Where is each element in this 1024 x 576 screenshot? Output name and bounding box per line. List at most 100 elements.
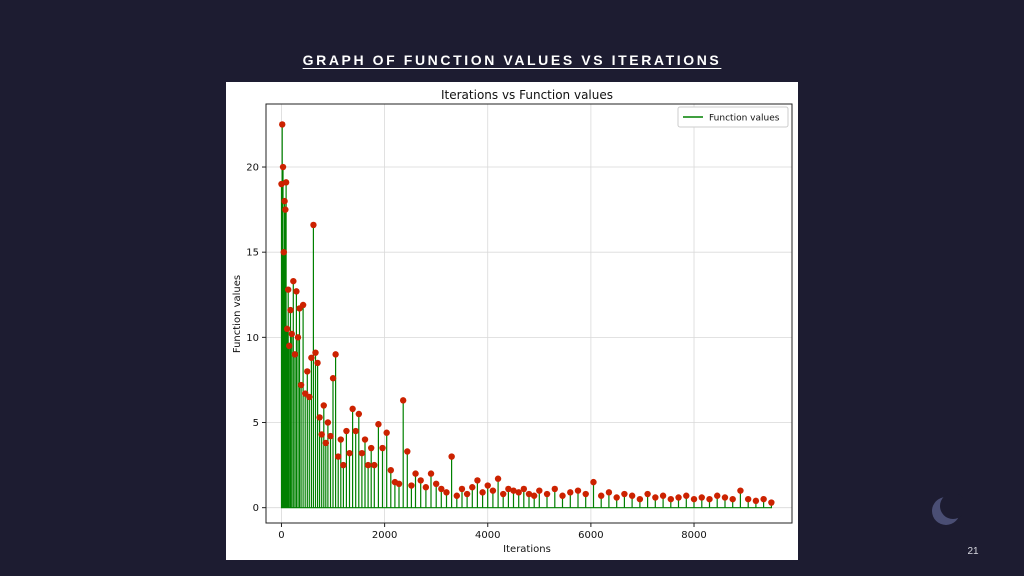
data-point <box>543 490 551 498</box>
data-point <box>294 334 302 341</box>
data-point <box>279 163 287 171</box>
data-point <box>605 489 613 496</box>
data-point <box>280 248 287 256</box>
chart-title: Iterations vs Function values <box>441 88 613 102</box>
data-point <box>448 453 455 460</box>
data-point <box>574 487 582 494</box>
series-line <box>280 124 772 509</box>
data-point <box>760 495 767 503</box>
y-tick-label: 5 <box>253 418 259 429</box>
data-point <box>652 494 659 501</box>
data-point <box>469 484 476 491</box>
data-point <box>453 492 461 499</box>
data-point <box>282 179 290 186</box>
data-point <box>590 478 597 486</box>
data-point <box>293 288 300 295</box>
data-point <box>489 487 497 494</box>
data-point <box>698 494 705 501</box>
data-point <box>306 393 313 401</box>
data-point <box>286 342 293 350</box>
data-point <box>299 301 307 309</box>
data-point <box>752 497 760 505</box>
data-point <box>355 410 363 418</box>
data-point <box>667 495 675 503</box>
series-markers <box>278 121 775 506</box>
data-point <box>281 197 288 205</box>
data-point <box>358 449 366 457</box>
data-point <box>379 444 386 452</box>
data-point <box>737 487 744 494</box>
data-point <box>432 480 440 488</box>
data-point <box>364 461 372 469</box>
data-point <box>675 494 682 501</box>
data-point <box>371 461 378 469</box>
y-axis-label: Function values <box>232 275 243 353</box>
data-point <box>308 354 315 361</box>
data-point <box>422 484 430 491</box>
data-point <box>297 381 305 389</box>
data-point <box>628 492 636 499</box>
data-point <box>659 492 667 499</box>
data-point <box>744 495 752 503</box>
data-point <box>567 489 574 496</box>
line-chart: 0 2000 4000 6000 8000 0 5 10 15 20 Iterations vs … <box>232 88 793 555</box>
x-tick-label: 0 <box>278 530 284 541</box>
data-point <box>322 439 330 447</box>
data-point <box>399 397 407 404</box>
data-point <box>582 490 589 498</box>
data-point <box>500 490 507 498</box>
y-tick-label: 0 <box>253 503 259 514</box>
data-point <box>324 419 332 426</box>
data-point <box>282 206 289 213</box>
data-point <box>279 121 286 128</box>
data-point <box>417 477 424 484</box>
legend-label: Function values <box>709 114 780 124</box>
data-point <box>291 351 299 358</box>
data-point <box>283 325 291 333</box>
data-point <box>510 487 517 494</box>
data-point <box>505 485 512 493</box>
y-tick-label: 10 <box>246 333 259 344</box>
x-tick-label: 2000 <box>372 530 397 541</box>
data-point <box>690 495 698 503</box>
data-point <box>346 449 353 457</box>
data-point <box>340 461 347 469</box>
data-point <box>515 489 522 496</box>
chart-panel: 0 2000 4000 6000 8000 0 5 10 15 20 Iterations vs … <box>226 82 798 560</box>
data-point <box>597 492 605 499</box>
data-point <box>714 492 721 499</box>
data-point <box>729 495 736 503</box>
data-point <box>337 436 344 443</box>
data-point <box>559 492 566 499</box>
data-point <box>551 485 558 493</box>
data-point <box>290 277 297 285</box>
data-point <box>312 349 319 356</box>
data-point <box>636 495 644 503</box>
moon-icon <box>932 494 963 525</box>
legend: Function values <box>677 106 789 128</box>
data-point <box>316 414 323 421</box>
data-point <box>494 475 502 482</box>
data-point <box>404 448 411 455</box>
data-point <box>463 490 471 498</box>
data-point <box>644 490 651 498</box>
data-point <box>387 466 394 474</box>
axis-ticks: 0 2000 4000 6000 8000 0 5 10 15 20 <box>246 163 706 541</box>
data-point <box>327 432 334 440</box>
legend-box <box>677 106 789 128</box>
data-point <box>474 477 481 484</box>
data-point <box>443 489 450 496</box>
x-axis-label: Iterations <box>503 544 551 555</box>
data-point <box>375 421 382 428</box>
data-point <box>536 487 543 494</box>
data-point <box>683 492 690 499</box>
data-point <box>458 485 466 493</box>
data-point <box>427 470 435 477</box>
data-point <box>349 405 356 413</box>
data-point <box>525 490 533 498</box>
data-point <box>288 330 295 338</box>
page-number: 21 <box>967 546 979 557</box>
y-tick-label: 20 <box>246 163 259 174</box>
plot-area <box>265 103 793 524</box>
data-point <box>520 485 528 493</box>
